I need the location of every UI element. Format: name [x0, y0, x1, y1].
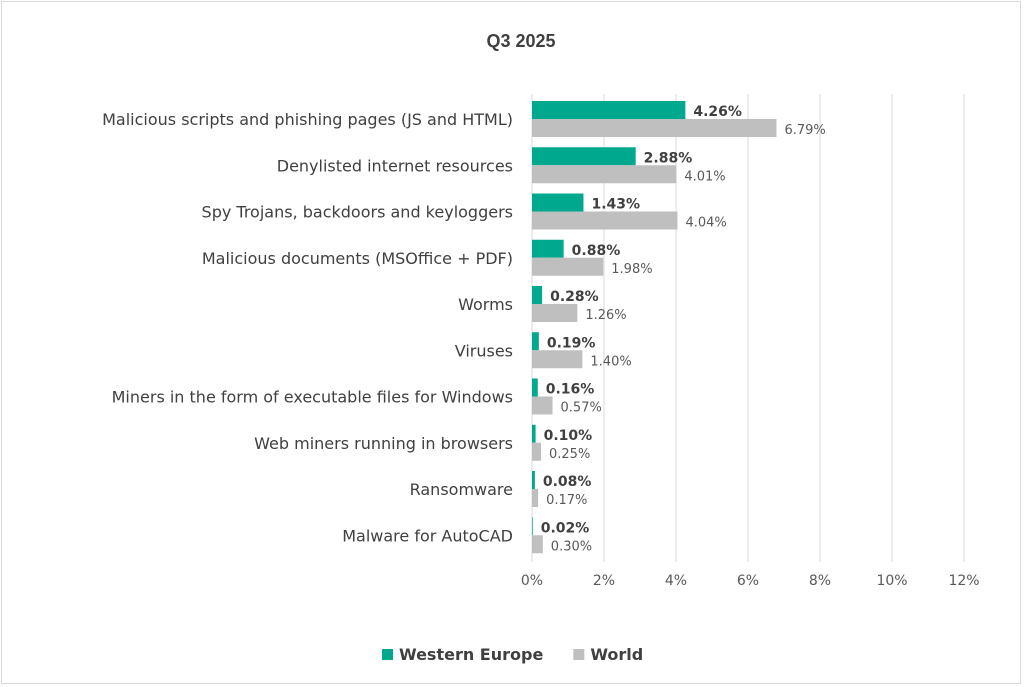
category-label: Viruses — [455, 341, 513, 360]
category-label: Spy Trojans, backdoors and keyloggers — [202, 203, 513, 222]
bar-western-europe — [532, 471, 535, 489]
data-label-world: 1.40% — [590, 354, 631, 369]
data-label-world: 1.26% — [585, 308, 626, 323]
bar-world — [532, 119, 777, 137]
category-label: Malicious scripts and phishing pages (JS… — [102, 110, 513, 129]
data-label-western-europe: 4.26% — [693, 104, 742, 120]
data-label-western-europe: 0.08% — [543, 474, 592, 490]
legend-label-western-europe: Western Europe — [399, 645, 543, 664]
bar-western-europe — [532, 193, 584, 212]
bar-world — [532, 535, 543, 554]
x-tick-label: 12% — [948, 573, 979, 589]
bars: 4.26% 6.79% 2.88% 4.01% 1.43% 4.04% 0.88% 1.98%… — [532, 101, 826, 554]
bar-world — [532, 257, 604, 276]
data-label-western-europe: 0.19% — [547, 335, 596, 351]
data-label-western-europe: 0.10% — [544, 428, 593, 444]
data-label-world: 6.79% — [784, 123, 825, 138]
bar-world — [532, 165, 677, 184]
category-label: Worms — [458, 295, 513, 314]
bar-western-europe — [532, 332, 539, 351]
data-label-world: 0.57% — [561, 401, 602, 416]
bar-world — [532, 350, 583, 369]
category-labels: Malicious scripts and phishing pages (JS… — [102, 110, 513, 545]
legend: Western Europe World — [382, 645, 643, 664]
data-label-world: 1.98% — [611, 262, 652, 277]
data-label-world: 0.25% — [549, 447, 590, 462]
category-label: Web miners running in browsers — [254, 434, 513, 453]
bar-world — [532, 396, 553, 415]
bar-western-europe — [532, 239, 564, 258]
bar-western-europe — [532, 286, 543, 304]
category-label: Malicious documents (MSOffice + PDF) — [202, 249, 513, 268]
x-tick-label: 2% — [593, 573, 615, 589]
x-tick-label: 8% — [809, 573, 831, 589]
category-label: Miners in the form of executable files f… — [112, 388, 513, 407]
x-tick-label: 4% — [665, 573, 687, 589]
x-tick-label: 10% — [876, 573, 907, 589]
x-tick-label: 6% — [737, 573, 759, 589]
category-label: Malware for AutoCAD — [342, 526, 513, 545]
bar-world — [532, 211, 678, 230]
data-label-western-europe: 0.16% — [546, 382, 595, 398]
bar-western-europe — [532, 147, 636, 166]
data-label-western-europe: 2.88% — [644, 150, 693, 166]
legend-swatch-western-europe — [382, 649, 393, 660]
bar-world — [532, 442, 541, 461]
category-label: Ransomware — [410, 480, 513, 499]
bar-western-europe — [532, 378, 538, 397]
legend-label-world: World — [590, 645, 643, 664]
data-label-world: 4.01% — [684, 169, 725, 184]
data-label-western-europe: 0.02% — [541, 520, 590, 536]
data-label-western-europe: 0.88% — [572, 243, 621, 259]
data-label-western-europe: 0.28% — [550, 289, 599, 305]
category-label: Denylisted internet resources — [277, 156, 513, 175]
data-label-world: 4.04% — [685, 216, 726, 231]
legend-swatch-world — [573, 649, 585, 660]
bar-western-europe — [532, 517, 533, 536]
data-label-western-europe: 1.43% — [591, 197, 640, 213]
bar-western-europe — [532, 424, 536, 443]
chart-title: Q3 2025 — [486, 31, 555, 51]
data-label-world: 0.30% — [551, 539, 592, 554]
data-label-world: 0.17% — [546, 493, 587, 508]
x-tick-label: 0% — [521, 573, 543, 589]
x-axis-ticks: 0% 2% 4% 6% 8% 10% 12% — [521, 573, 980, 589]
bar-world — [532, 304, 578, 322]
bar-world — [532, 489, 539, 507]
bar-western-europe — [532, 101, 686, 119]
